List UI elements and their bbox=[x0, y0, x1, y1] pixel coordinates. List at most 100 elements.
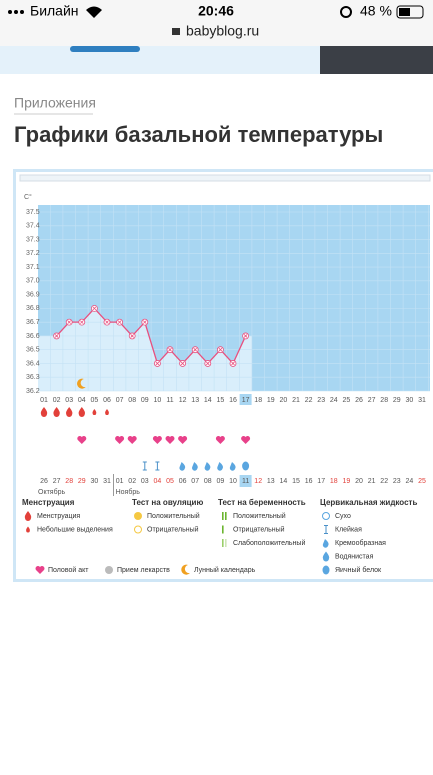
month-label: Ноябрь bbox=[116, 488, 141, 496]
battery-text: 48 % bbox=[360, 3, 392, 19]
y-tick-label: 37.1 bbox=[26, 264, 40, 271]
date-label: 15 bbox=[292, 478, 300, 485]
legend-title: Тест на беременность bbox=[218, 498, 306, 507]
legend-title: Цервикальная жидкость bbox=[320, 498, 417, 507]
temperature-point bbox=[243, 333, 249, 339]
date-label: 09 bbox=[217, 478, 225, 485]
legend-item: Отрицательный bbox=[233, 525, 285, 533]
legend-title: Тест на овуляцию bbox=[132, 498, 203, 507]
date-label: 19 bbox=[343, 478, 351, 485]
date-label: 11 bbox=[242, 478, 249, 485]
y-tick-label: 36.8 bbox=[26, 305, 40, 312]
x-tick-label: 23 bbox=[317, 397, 325, 404]
date-label: 29 bbox=[78, 478, 86, 485]
x-tick-label: 17 bbox=[242, 397, 250, 404]
y-axis-label: C° bbox=[24, 193, 32, 201]
lock-icon bbox=[172, 28, 180, 35]
x-tick-label: 20 bbox=[280, 397, 288, 404]
temperature-point bbox=[217, 347, 223, 353]
legend-item: Отрицательный bbox=[147, 525, 199, 533]
x-tick-label: 15 bbox=[217, 397, 225, 404]
banner-button[interactable] bbox=[70, 46, 140, 52]
date-label: 25 bbox=[418, 478, 426, 485]
temperature-point bbox=[91, 305, 97, 311]
month-label: Октябрь bbox=[38, 488, 65, 496]
legend-item: Лунный календарь bbox=[194, 566, 256, 574]
x-tick-label: 29 bbox=[393, 397, 401, 404]
legend-item: Половой акт bbox=[48, 566, 89, 574]
temperature-point bbox=[66, 319, 72, 325]
y-tick-label: 36.6 bbox=[26, 333, 40, 340]
temperature-point bbox=[192, 347, 198, 353]
scrollbar[interactable] bbox=[20, 175, 430, 181]
date-label: 03 bbox=[141, 478, 149, 485]
date-label: 13 bbox=[267, 478, 275, 485]
date-label: 01 bbox=[116, 478, 124, 485]
y-tick-label: 37.5 bbox=[26, 209, 40, 216]
date-label: 24 bbox=[406, 478, 414, 485]
temperature-point bbox=[79, 319, 85, 325]
temperature-point bbox=[54, 333, 60, 339]
x-tick-label: 03 bbox=[65, 397, 73, 404]
signal bbox=[14, 10, 18, 14]
y-tick-label: 37.2 bbox=[26, 250, 40, 257]
x-tick-label: 31 bbox=[418, 397, 426, 404]
temperature-point bbox=[129, 333, 135, 339]
date-label: 30 bbox=[91, 478, 99, 485]
signal bbox=[20, 10, 24, 14]
date-label: 26 bbox=[40, 478, 48, 485]
battery-level bbox=[399, 8, 410, 16]
y-tick-label: 37.4 bbox=[26, 223, 40, 230]
x-tick-label: 22 bbox=[305, 397, 313, 404]
date-label: 10 bbox=[229, 478, 237, 485]
date-label: 27 bbox=[53, 478, 61, 485]
x-tick-label: 27 bbox=[368, 397, 376, 404]
y-tick-label: 37.0 bbox=[26, 278, 40, 285]
x-tick-label: 14 bbox=[204, 397, 212, 404]
y-tick-label: 36.5 bbox=[26, 347, 40, 354]
x-tick-label: 09 bbox=[141, 397, 149, 404]
x-tick-label: 24 bbox=[330, 397, 338, 404]
x-tick-label: 04 bbox=[78, 397, 86, 404]
legend-icon bbox=[225, 512, 227, 520]
temperature-point bbox=[167, 347, 173, 353]
legend-title: Менструация bbox=[22, 498, 75, 507]
x-tick-label: 13 bbox=[191, 397, 199, 404]
x-tick-label: 25 bbox=[343, 397, 351, 404]
legend-item: Водянистая bbox=[335, 553, 374, 560]
date-label: 17 bbox=[317, 478, 325, 485]
temperature-point bbox=[104, 319, 110, 325]
legend-item: Кремообразная bbox=[335, 539, 386, 547]
x-tick-label: 06 bbox=[103, 397, 111, 404]
x-tick-label: 30 bbox=[406, 397, 414, 404]
legend-item: Клейкая bbox=[335, 525, 362, 533]
legend-item: Положительный bbox=[147, 512, 200, 520]
legend-item: Небольшие выделения bbox=[37, 525, 113, 533]
egg-icon bbox=[242, 462, 249, 471]
legend-icon bbox=[105, 566, 113, 574]
legend-icon bbox=[222, 526, 224, 534]
egg-icon bbox=[323, 566, 330, 575]
x-tick-label: 19 bbox=[267, 397, 275, 404]
legend-icon bbox=[225, 539, 227, 547]
legend-item: Положительный bbox=[233, 512, 286, 520]
date-label: 31 bbox=[103, 478, 111, 485]
y-tick-label: 36.4 bbox=[26, 360, 40, 367]
x-tick-label: 18 bbox=[254, 397, 262, 404]
temperature-point bbox=[142, 319, 148, 325]
date-label: 21 bbox=[368, 478, 376, 485]
date-label: 04 bbox=[154, 478, 162, 485]
breadcrumb[interactable]: Приложения bbox=[14, 95, 96, 111]
legend-icon bbox=[222, 539, 224, 547]
date-label: 08 bbox=[204, 478, 212, 485]
date-label: 05 bbox=[166, 478, 174, 485]
date-label: 12 bbox=[254, 478, 262, 485]
temperature-point bbox=[154, 360, 160, 366]
clock: 20:46 bbox=[198, 3, 234, 19]
page-title: Графики базальной температуры bbox=[14, 122, 383, 147]
temperature-point bbox=[205, 360, 211, 366]
x-tick-label: 07 bbox=[116, 397, 124, 404]
date-label: 23 bbox=[393, 478, 401, 485]
url[interactable]: babyblog.ru bbox=[186, 23, 259, 39]
